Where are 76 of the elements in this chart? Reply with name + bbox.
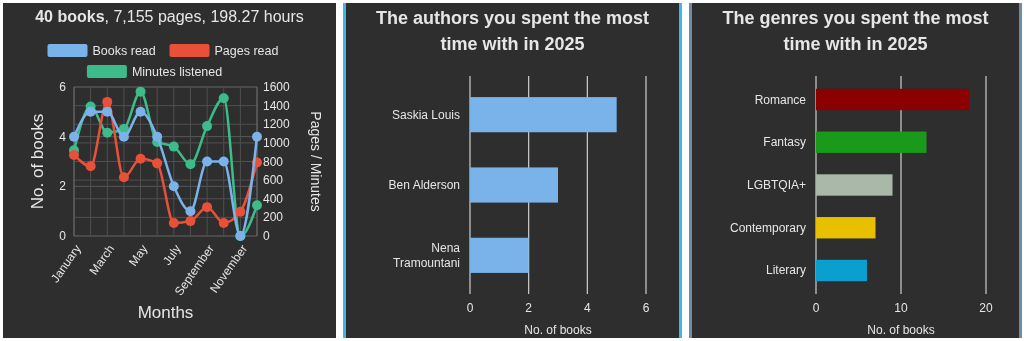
point xyxy=(152,158,163,169)
x-tick-label: 20 xyxy=(979,301,993,315)
y2-tick-label: 1200 xyxy=(263,117,291,132)
y2-tick-label: 800 xyxy=(263,154,284,169)
y-tick-label: Contemporary xyxy=(729,220,806,235)
y-tick-label: Fantasy xyxy=(763,135,806,150)
y2-tick-label: 200 xyxy=(263,210,284,225)
chart-title: The genres you spent the most time with in 2025 xyxy=(722,8,989,54)
bar xyxy=(816,88,969,111)
point xyxy=(135,153,146,164)
x-tick-label: 0 xyxy=(812,301,820,315)
y-tick-label: Saskia Louis xyxy=(391,107,460,122)
y-tick-label: 2 xyxy=(59,179,67,194)
y2-axis-title: Pages / Minutes xyxy=(308,111,324,212)
point xyxy=(102,96,113,107)
y-tick-label: 0 xyxy=(59,229,67,243)
point xyxy=(202,121,213,132)
point xyxy=(202,156,213,167)
y2-tick-label: 600 xyxy=(263,173,284,188)
point xyxy=(202,202,213,213)
x-tick-label: 2 xyxy=(525,301,533,315)
point xyxy=(185,206,196,217)
y-tick-label: 6 xyxy=(59,80,67,94)
point xyxy=(118,131,129,142)
legend-label: Pages read xyxy=(214,44,279,58)
bar xyxy=(816,174,893,196)
point xyxy=(102,106,113,117)
point xyxy=(185,159,196,170)
bar xyxy=(816,131,927,153)
point xyxy=(185,216,196,227)
y2-tick-label: 400 xyxy=(263,191,284,206)
x-tick-label: 0 xyxy=(466,301,474,315)
point xyxy=(252,200,262,211)
y2-tick-label: 0 xyxy=(263,229,270,243)
chart-title: 40 books, 7,155 pages, 198.27 hours xyxy=(35,8,304,25)
point xyxy=(218,217,229,228)
bar xyxy=(816,217,876,239)
bar xyxy=(470,97,617,133)
bar xyxy=(470,167,558,203)
point xyxy=(168,217,179,228)
y-tick-label: Nena Tramountani xyxy=(393,240,461,270)
point xyxy=(85,161,96,172)
point xyxy=(118,172,129,183)
x-axis-title: No. of books xyxy=(524,323,592,337)
legend-label: Books read xyxy=(92,44,156,58)
y-tick-label: 4 xyxy=(59,129,67,144)
bar xyxy=(470,237,529,273)
x-tick-label: 10 xyxy=(894,301,908,315)
point xyxy=(218,156,229,167)
x-tick-label: 6 xyxy=(642,301,650,315)
point xyxy=(135,106,146,117)
y2-tick-label: 1600 xyxy=(263,80,291,94)
bar xyxy=(816,259,867,282)
y-tick-label: Literary xyxy=(765,263,806,278)
point xyxy=(102,127,113,138)
x-tick-label: 4 xyxy=(583,301,591,315)
point xyxy=(168,181,179,192)
point xyxy=(85,106,96,117)
y-axis-title: No. of books xyxy=(28,113,47,210)
y2-tick-label: 1000 xyxy=(263,135,291,150)
legend-label: Minutes listened xyxy=(131,65,223,79)
point xyxy=(252,131,262,142)
chart-title: The authors you spent the most time with in 2025 xyxy=(375,8,650,54)
point xyxy=(218,93,229,104)
y-tick-label: Ben Alderson xyxy=(388,178,460,192)
point xyxy=(69,149,79,160)
x-axis-title: No. of books xyxy=(867,323,935,337)
y-tick-label: Romance xyxy=(754,92,807,107)
point xyxy=(235,206,246,217)
point xyxy=(69,131,79,142)
point xyxy=(152,131,163,142)
y-tick-label: LGBTQIA+ xyxy=(746,178,806,192)
point xyxy=(135,86,146,97)
y2-tick-label: 1400 xyxy=(263,98,291,113)
x-axis-title: Months xyxy=(137,303,194,322)
point xyxy=(168,141,179,152)
